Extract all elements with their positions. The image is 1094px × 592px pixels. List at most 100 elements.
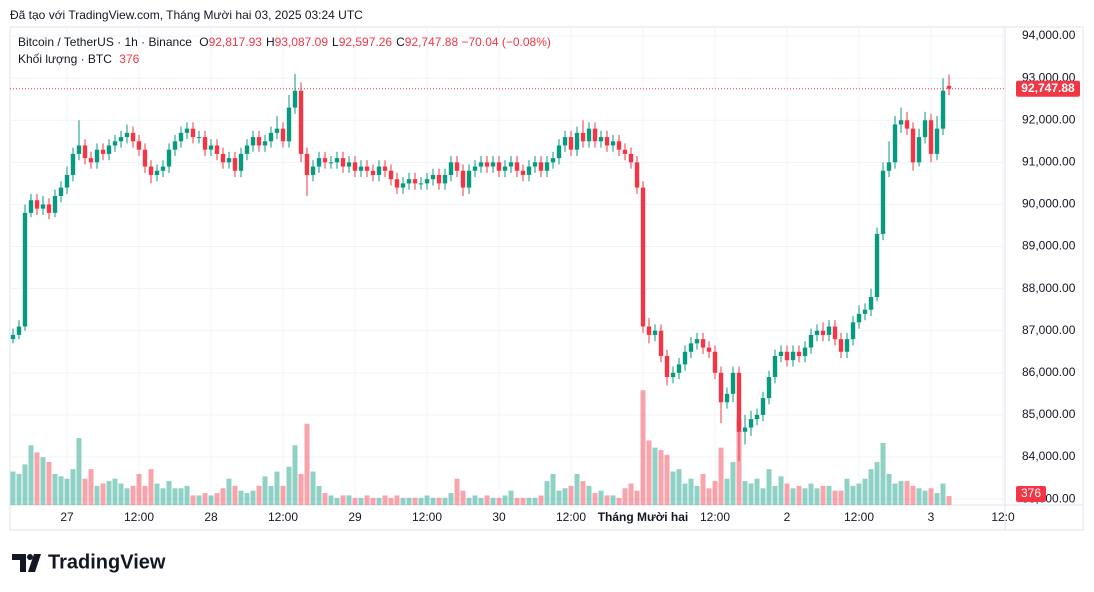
candle-body (34, 200, 40, 209)
ohlc-label: C (396, 35, 405, 49)
candle-body (622, 149, 628, 154)
volume-bar (640, 390, 646, 505)
candle-body (664, 355, 670, 378)
x-tick-label: 3 (928, 510, 935, 524)
volume-bar (874, 461, 880, 505)
candle-body (184, 128, 190, 133)
candle-body (16, 326, 22, 335)
volume-bar (562, 488, 568, 505)
candle-body (142, 149, 148, 167)
volume-bar (526, 497, 532, 505)
ohlc: O92,817.93 H93,087.09 L92,597.26 C92,747.88 (195, 35, 458, 49)
candle-body (94, 149, 100, 163)
volume-bar (244, 493, 250, 505)
volume-bar (16, 473, 22, 505)
candle-body (760, 398, 766, 415)
volume-bar (628, 483, 634, 505)
ohlc-value: 93,087.09 (274, 35, 329, 49)
candle-body (898, 120, 904, 125)
volume-bar (622, 488, 628, 505)
volume-bar (922, 490, 928, 505)
candle-body (160, 166, 166, 171)
volume-bar (304, 423, 310, 505)
candle-body (64, 174, 70, 188)
candle-body (574, 132, 580, 150)
volume-bar (574, 473, 580, 505)
y-tick-label: 88,000.00 (1022, 281, 1076, 295)
volume-bar (406, 497, 412, 505)
volume-bar (772, 485, 778, 505)
candle-body (268, 132, 274, 142)
volume-bar (898, 481, 904, 505)
brand-name: TradingView (48, 551, 166, 573)
ohlc-value: 92,817.93 (208, 35, 262, 49)
candle-body (112, 141, 118, 146)
candle-body (256, 137, 262, 146)
volume-bar (598, 490, 604, 505)
candle-body (226, 158, 232, 163)
ohlc-label: H (265, 35, 275, 49)
candles (10, 73, 952, 462)
candle-body (904, 120, 910, 129)
candle-body (676, 364, 682, 373)
volume-bar (286, 466, 292, 505)
volume-bar (934, 493, 940, 505)
candle-body (166, 149, 172, 167)
candle-body (502, 166, 508, 171)
volume-bar (676, 469, 682, 505)
volume-bar (592, 493, 598, 505)
volume-bar (670, 471, 676, 505)
candle-body (778, 351, 784, 356)
candle-body (124, 132, 130, 138)
volume-bar (616, 497, 622, 505)
candle-body (310, 166, 316, 175)
candle-body (790, 351, 796, 361)
logo-dot (27, 554, 33, 560)
volume-bar (280, 485, 286, 505)
candle-body (400, 183, 406, 188)
volume-bar (550, 473, 556, 505)
volume-bar (298, 473, 304, 505)
volume-bar (682, 483, 688, 505)
volume-bar (148, 469, 154, 505)
volume-bar (724, 478, 730, 505)
volume-bar (382, 495, 388, 505)
candle-body (322, 158, 328, 163)
volume-bar (808, 483, 814, 505)
candle-body (562, 137, 568, 146)
volume-bar (310, 471, 316, 505)
candle-body (550, 158, 556, 163)
volume-bar (88, 469, 94, 505)
y-tick-label: 89,000.00 (1022, 239, 1076, 253)
volume-bar (472, 495, 478, 505)
volume-bar (850, 485, 856, 505)
volume-bar (904, 481, 910, 505)
volume-bar (214, 493, 220, 505)
candle-body (394, 179, 400, 188)
last-price-label: 92,747.88 (1021, 81, 1075, 95)
volume-bar (760, 488, 766, 505)
candle-body (454, 162, 460, 171)
volume-bar (832, 490, 838, 505)
volume-bar (430, 497, 436, 505)
volume-bar (442, 497, 448, 505)
candle-body (46, 204, 52, 213)
volume-bar (262, 476, 268, 505)
volume-bar (142, 485, 148, 505)
volume-bar (448, 493, 454, 505)
volume-bar (208, 495, 214, 505)
x-tick-label: 29 (348, 510, 362, 524)
ohlc-value: 92,747.88 (404, 35, 459, 49)
candle-body (934, 128, 940, 154)
candle-body (298, 90, 304, 154)
volume-bar (10, 471, 16, 505)
candle-body (304, 153, 310, 175)
volume-bar (742, 481, 748, 505)
volume-bar (400, 497, 406, 505)
candle-body (754, 414, 760, 420)
candle-body (922, 120, 928, 138)
candle-body (940, 90, 946, 129)
candle-body (88, 158, 94, 163)
x-tick-label: 12:0 (991, 510, 1015, 524)
